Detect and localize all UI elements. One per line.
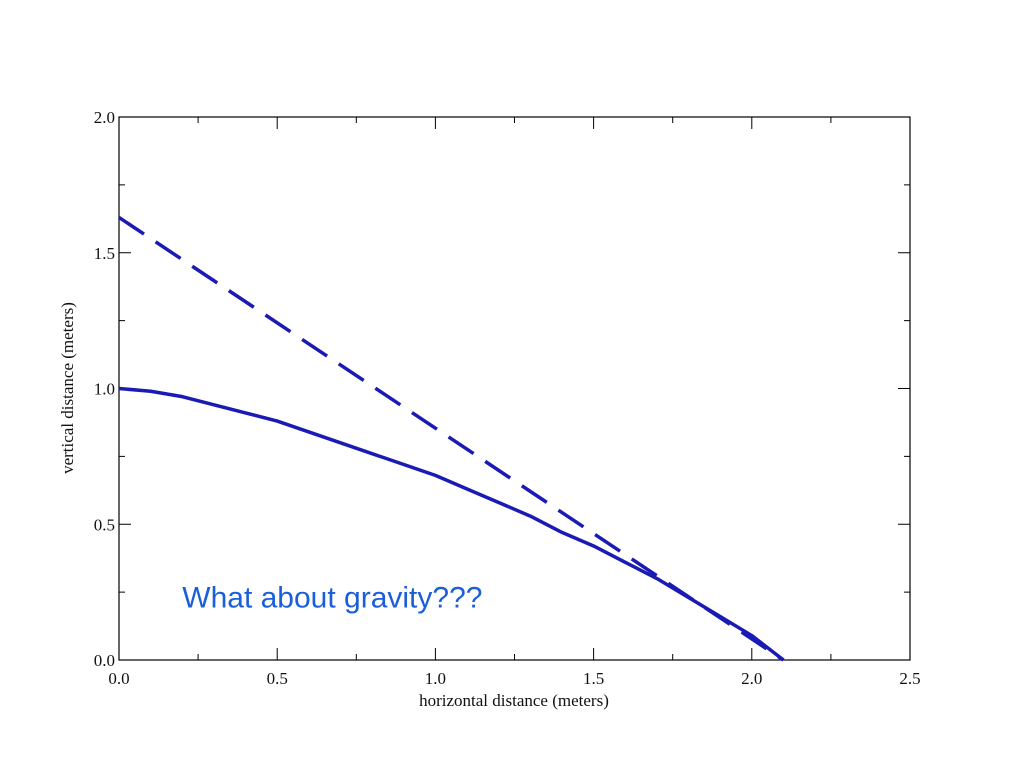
- x-tick-label: 2.5: [899, 669, 920, 688]
- x-axis-label: horizontal distance (meters): [419, 691, 609, 710]
- annotation-gravity: What about gravity???: [182, 582, 482, 615]
- y-tick-label: 1.5: [94, 244, 115, 263]
- y-tick-label: 1.0: [94, 380, 115, 399]
- axis-tick-labels: 0.0 0.5 1.0 1.5 2.0 2.5 0.0 0.5 1.0 1.5 2.0: [94, 108, 921, 688]
- series-trajectory-solid: [118, 386, 785, 662]
- y-tick-label: 0.5: [94, 515, 115, 534]
- x-tick-label: 1.5: [583, 669, 604, 688]
- series-straight-line-dashed: [118, 215, 785, 662]
- plot-frame: [118, 116, 911, 661]
- x-tick-label: 1.0: [425, 669, 446, 688]
- y-tick-label: 2.0: [94, 108, 115, 127]
- series-layer: [118, 215, 785, 662]
- x-tick-label: 2.0: [741, 669, 762, 688]
- x-tick-label: 0.0: [108, 669, 129, 688]
- x-tick-label: 0.5: [267, 669, 288, 688]
- axis-ticks: [118, 116, 911, 661]
- y-axis-label: vertical distance (meters): [58, 302, 77, 474]
- y-tick-label: 0.0: [94, 651, 115, 670]
